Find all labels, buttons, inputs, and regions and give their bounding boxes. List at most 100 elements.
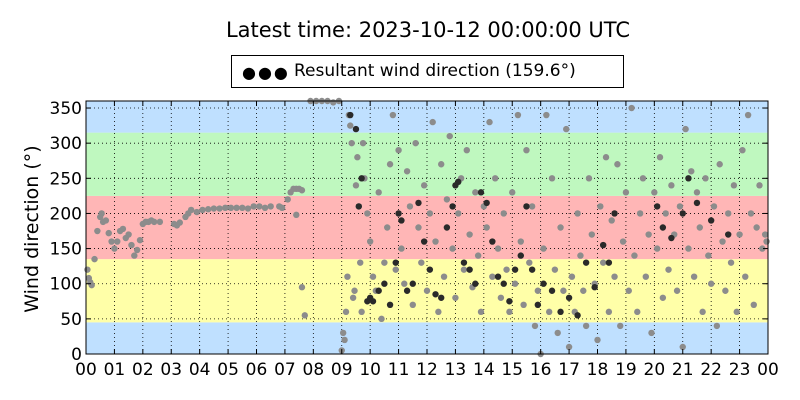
data-point	[330, 99, 337, 106]
data-point-dark	[599, 241, 607, 249]
data-point	[342, 308, 350, 316]
data-point	[477, 308, 485, 316]
data-point	[233, 204, 240, 212]
data-point	[622, 189, 630, 196]
data-point-dark	[472, 280, 479, 287]
x-tick-label: 00	[75, 360, 97, 380]
direction-band-0	[86, 322, 768, 354]
data-point	[426, 210, 434, 217]
data-point	[378, 315, 385, 323]
data-point-dark	[420, 238, 428, 245]
data-point-dark	[582, 259, 590, 266]
y-tick-label: 150	[50, 240, 82, 260]
data-point	[497, 294, 505, 301]
data-point	[753, 224, 760, 231]
data-point	[472, 189, 479, 196]
x-tick-label: 21	[672, 360, 694, 380]
data-point	[267, 203, 274, 210]
data-point	[605, 308, 613, 316]
data-point	[114, 238, 121, 245]
data-point	[676, 203, 684, 210]
data-point	[585, 175, 593, 182]
legend-marker: ●●●	[242, 63, 290, 82]
data-point	[648, 329, 655, 337]
data-point-dark	[511, 266, 519, 273]
data-point-dark	[443, 224, 451, 231]
data-point-dark	[611, 210, 618, 217]
data-point	[608, 217, 615, 224]
data-point	[705, 252, 712, 259]
data-point	[577, 252, 584, 259]
data-point-dark	[494, 273, 502, 280]
data-point-dark	[653, 203, 661, 210]
data-point-dark	[528, 266, 536, 273]
data-point-dark	[358, 175, 365, 182]
data-point	[412, 139, 419, 147]
data-point-dark	[466, 266, 473, 273]
data-point	[619, 238, 627, 245]
data-point	[742, 273, 749, 280]
data-point	[582, 322, 590, 330]
x-tick-label: 20	[644, 360, 666, 380]
x-tick-label: 22	[700, 360, 722, 380]
data-point-dark	[659, 224, 667, 231]
x-tick-label: 10	[359, 360, 381, 380]
x-tick-label: 14	[473, 360, 495, 380]
data-point	[682, 125, 689, 133]
data-point-dark	[565, 294, 573, 301]
data-point	[599, 259, 607, 266]
data-point	[347, 122, 354, 129]
data-point	[736, 231, 743, 238]
data-point	[222, 204, 229, 212]
direction-band-4	[86, 101, 768, 133]
data-point	[673, 287, 681, 294]
data-point	[131, 252, 138, 259]
data-point	[389, 111, 397, 119]
data-point-dark	[506, 298, 513, 305]
data-point	[514, 111, 522, 119]
data-point-dark	[668, 234, 675, 242]
legend: ●●● Resultant wind direction (159.6°)	[231, 55, 624, 88]
data-point	[466, 231, 473, 238]
data-point	[133, 246, 141, 254]
x-tick-label: 08	[303, 360, 325, 380]
data-point	[423, 287, 431, 294]
data-point	[739, 146, 746, 154]
data-point-dark	[725, 231, 732, 238]
data-point	[136, 236, 144, 244]
data-point	[111, 245, 118, 252]
data-point-dark	[574, 312, 581, 319]
data-point-dark	[483, 199, 490, 207]
data-point	[628, 104, 635, 112]
data-point	[199, 206, 206, 214]
data-point-dark	[438, 294, 445, 301]
data-point	[250, 203, 257, 210]
data-point-dark	[500, 280, 507, 287]
data-point	[409, 301, 416, 309]
data-point	[88, 281, 95, 289]
data-point	[696, 224, 703, 231]
data-point	[580, 287, 587, 294]
data-point	[91, 255, 98, 263]
data-points	[84, 97, 770, 358]
data-point-dark	[392, 259, 399, 266]
data-point	[653, 245, 661, 252]
data-point	[105, 229, 112, 237]
x-tick-label: 18	[587, 360, 609, 380]
data-point	[733, 308, 740, 316]
data-point	[545, 308, 553, 316]
data-point	[357, 259, 364, 266]
data-point	[602, 154, 610, 161]
data-point	[574, 210, 581, 217]
data-point	[659, 294, 667, 301]
data-point	[722, 287, 729, 294]
data-point	[534, 287, 542, 294]
data-point	[617, 322, 624, 330]
data-point	[364, 210, 371, 217]
data-point	[517, 238, 524, 245]
data-point-dark	[395, 210, 402, 217]
data-point	[489, 273, 496, 280]
data-point	[761, 231, 769, 238]
data-point	[509, 189, 516, 196]
data-point	[216, 205, 223, 212]
